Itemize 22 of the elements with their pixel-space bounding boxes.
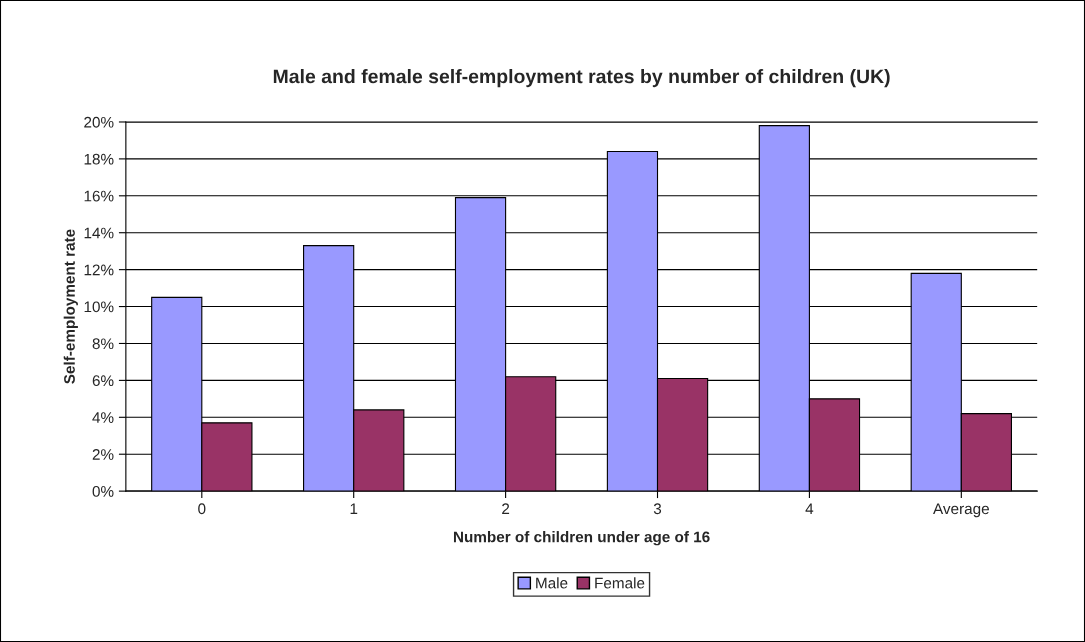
y-tick-label: 20% <box>84 116 114 128</box>
legend-label: Female <box>595 577 645 589</box>
y-axis-title: Self-employment rate <box>63 229 78 384</box>
chart-title: Male and female self-employment rates by number of children (UK) <box>273 69 890 88</box>
x-tick-label: 3 <box>653 503 662 515</box>
x-tick-label: 1 <box>350 503 358 515</box>
legend-label: Male <box>536 577 568 589</box>
y-tick-label: 10% <box>84 301 114 313</box>
x-axis-title: Number of children under age of 16 <box>453 531 710 546</box>
y-tick-label: 14% <box>84 227 114 239</box>
x-tick-label: 0 <box>198 503 206 515</box>
y-tick-label: 2% <box>92 449 114 460</box>
x-tick-label: 4 <box>805 503 814 515</box>
y-tick-label: 18% <box>84 153 114 165</box>
y-tick-label: 12% <box>84 264 114 276</box>
y-tick-label: 0% <box>92 486 114 497</box>
y-tick-label: 4% <box>92 412 114 423</box>
y-tick-label: 8% <box>92 338 114 350</box>
y-tick-label: 16% <box>84 190 114 202</box>
y-tick-label: 6% <box>92 375 114 387</box>
x-tick-label: 2 <box>502 503 510 515</box>
x-tick-label: Average <box>933 503 989 518</box>
